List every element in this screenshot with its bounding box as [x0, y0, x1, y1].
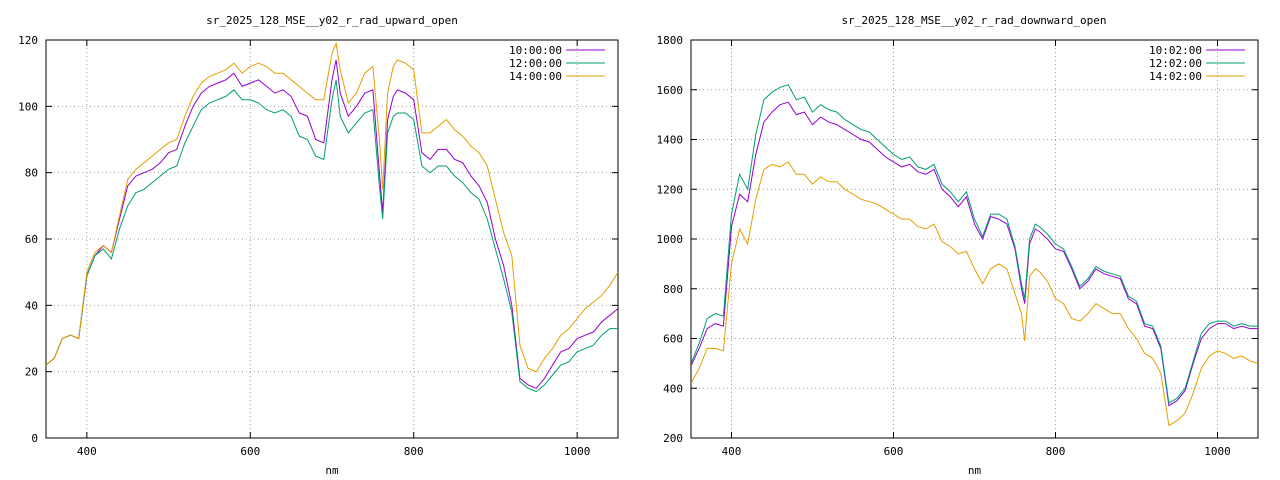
- y-tick-label: 80: [25, 167, 38, 180]
- series-line-120000: [46, 79, 618, 393]
- y-tick-label: 60: [25, 233, 38, 246]
- y-tick-label: 600: [663, 333, 683, 346]
- y-tick-label: 800: [663, 283, 683, 296]
- y-tick-label: 120: [18, 34, 38, 47]
- y-tick-label: 0: [31, 432, 38, 445]
- x-tick-label: 1000: [1204, 445, 1231, 458]
- legend-label: 10:00:00: [509, 44, 562, 57]
- y-tick-label: 1800: [657, 34, 684, 47]
- chart-title: sr_2025_128_MSE__y02_r_rad_upward_open: [206, 14, 458, 27]
- x-tick-label: 800: [1046, 445, 1066, 458]
- chart-title: sr_2025_128_MSE__y02_r_rad_downward_open: [842, 14, 1107, 27]
- legend-label: 12:02:00: [1149, 57, 1202, 70]
- y-tick-label: 1000: [657, 233, 684, 246]
- series-line-100000: [46, 59, 618, 389]
- series-line-120200: [691, 84, 1258, 405]
- legend-label: 10:02:00: [1149, 44, 1202, 57]
- series-line-140200: [691, 161, 1258, 427]
- legend-label: 12:00:00: [509, 57, 562, 70]
- series-line-100200: [691, 101, 1258, 407]
- y-tick-label: 400: [663, 382, 683, 395]
- x-tick-label: 1000: [564, 445, 591, 458]
- x-axis-label: nm: [325, 464, 339, 477]
- series-line-140000: [46, 41, 618, 373]
- legend-label: 14:02:00: [1149, 70, 1202, 83]
- plot-frame: [690, 39, 1259, 439]
- y-tick-label: 1200: [657, 183, 684, 196]
- x-tick-label: 800: [404, 445, 424, 458]
- y-tick-label: 20: [25, 366, 38, 379]
- y-tick-label: 1400: [657, 134, 684, 147]
- x-tick-label: 400: [77, 445, 97, 458]
- chart-panel-1: sr_2025_128_MSE__y02_r_rad_upward_open 0 2…: [18, 14, 619, 477]
- chart-panel-2: sr_2025_128_MSE__y02_r_rad_downward_open…: [657, 14, 1259, 477]
- y-tick-label: 200: [663, 432, 683, 445]
- x-tick-label: 600: [884, 445, 904, 458]
- x-tick-label: 600: [240, 445, 260, 458]
- y-tick-label: 1600: [657, 84, 684, 97]
- y-tick-label: 100: [18, 100, 38, 113]
- y-tick-label: 40: [25, 299, 38, 312]
- legend-label: 14:00:00: [509, 70, 562, 83]
- x-tick-label: 400: [722, 445, 742, 458]
- x-axis-label: nm: [968, 464, 982, 477]
- plot-frame: [45, 39, 619, 439]
